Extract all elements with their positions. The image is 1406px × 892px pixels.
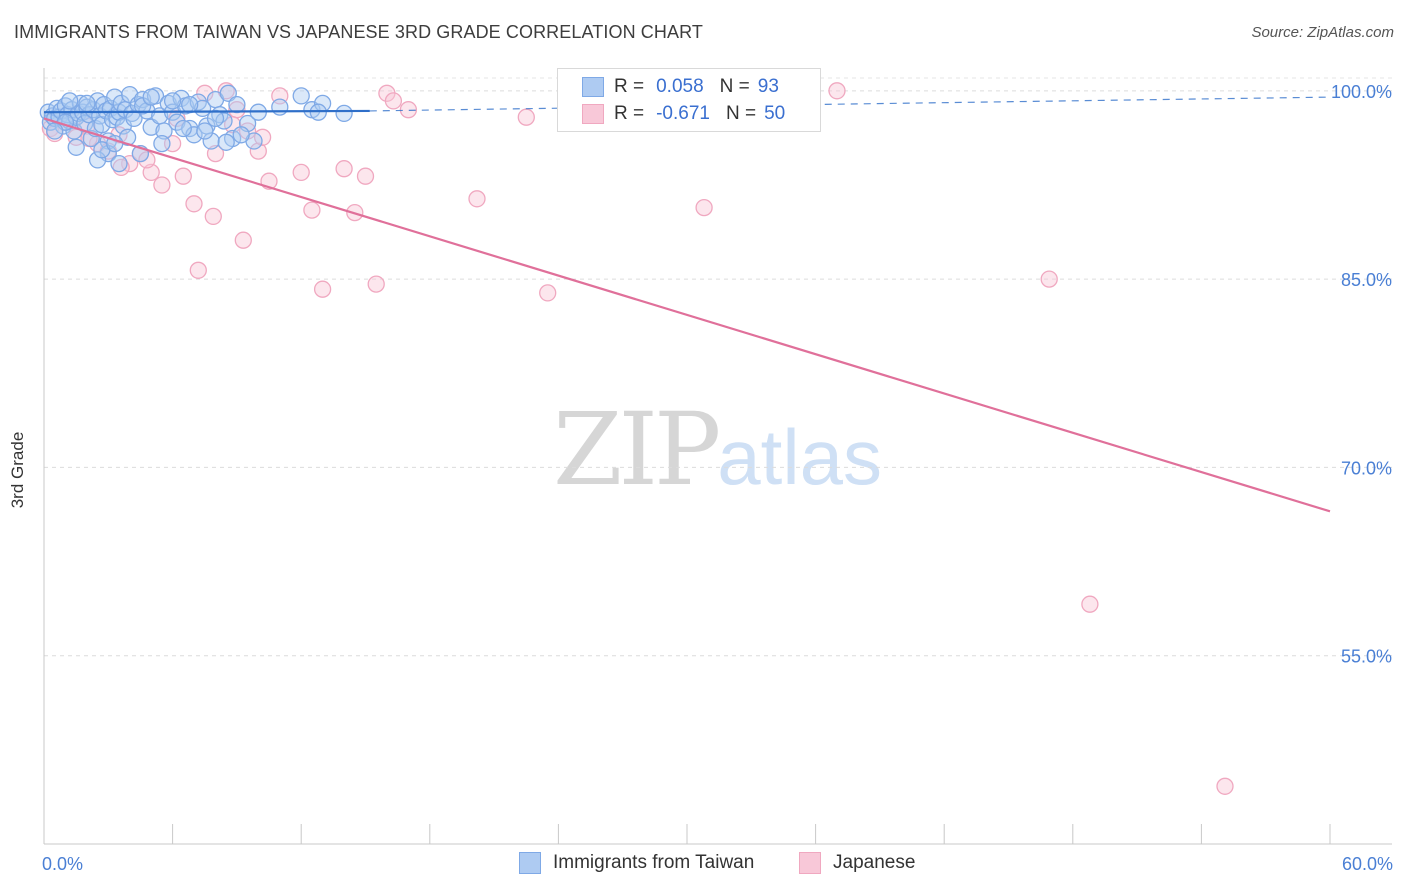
point-taiwan <box>185 126 203 144</box>
point-taiwan <box>84 101 102 119</box>
legend-label-taiwan: Immigrants from Taiwan <box>553 852 755 873</box>
point-japanese <box>174 167 192 185</box>
legend-key-japanese <box>799 852 821 874</box>
point-taiwan <box>61 92 79 110</box>
point-taiwan <box>292 87 310 105</box>
point-taiwan <box>142 88 160 106</box>
legend-r-value-japanese: -0.671 <box>656 103 710 124</box>
legend-n-value-taiwan: 93 <box>757 76 779 97</box>
y-tick-label: 100.0% <box>1331 82 1392 102</box>
point-taiwan <box>181 95 199 114</box>
point-japanese <box>539 284 557 302</box>
legend-r-value-taiwan: 0.058 <box>656 76 704 97</box>
point-taiwan <box>163 92 182 110</box>
point-taiwan <box>110 154 128 173</box>
legend-item-taiwan[interactable]: Immigrants from Taiwan <box>519 852 754 874</box>
watermark-zip: ZIP <box>553 391 721 508</box>
point-japanese <box>335 160 353 178</box>
watermark: ZIPatlas <box>553 400 882 500</box>
point-taiwan <box>196 122 214 140</box>
point-taiwan <box>217 133 235 151</box>
legend-row-japanese: R = -0.671 N = 50 <box>582 101 785 127</box>
point-japanese <box>384 92 403 110</box>
source-credit: Source: ZipAtlas.com <box>1251 24 1394 41</box>
point-japanese <box>828 82 846 100</box>
point-japanese <box>399 101 418 119</box>
legend-item-japanese[interactable]: Japanese <box>799 852 915 874</box>
point-taiwan <box>155 122 173 140</box>
point-japanese <box>189 261 207 279</box>
trendline-japanese <box>43 117 1331 513</box>
point-japanese <box>138 151 156 169</box>
point-taiwan <box>88 151 107 169</box>
legend-swatch-taiwan <box>582 77 604 97</box>
point-japanese <box>249 142 267 160</box>
series-legend: Immigrants from Taiwan Japanese <box>0 852 1406 878</box>
chart-title: IMMIGRANTS FROM TAIWAN VS JAPANESE 3RD G… <box>14 22 703 42</box>
point-taiwan <box>228 95 246 114</box>
point-taiwan <box>125 109 143 128</box>
point-japanese <box>367 275 385 293</box>
point-japanese <box>517 108 535 126</box>
point-taiwan <box>232 126 250 144</box>
legend-swatch-japanese <box>582 104 604 124</box>
x-tick-label-min: 0.0% <box>42 854 83 874</box>
y-tick-label: 85.0% <box>1341 270 1392 290</box>
point-japanese <box>468 190 486 208</box>
point-japanese <box>292 163 310 182</box>
point-japanese <box>1081 595 1099 613</box>
legend-key-taiwan <box>519 852 541 874</box>
point-japanese <box>313 280 332 298</box>
point-taiwan <box>335 104 353 123</box>
point-taiwan <box>202 132 220 150</box>
point-taiwan <box>174 119 192 138</box>
legend-r-label-taiwan: R = <box>614 76 645 97</box>
point-japanese <box>253 128 272 146</box>
y-tick-label: 70.0% <box>1341 458 1392 478</box>
point-japanese <box>356 167 375 185</box>
point-taiwan <box>271 98 289 116</box>
point-japanese <box>1040 270 1058 288</box>
point-japanese <box>303 201 321 219</box>
legend-n-label-japanese: N = <box>725 103 757 124</box>
point-japanese <box>1216 777 1234 795</box>
point-taiwan <box>153 134 171 153</box>
point-taiwan <box>93 116 111 134</box>
legend-row-taiwan: R = 0.058 N = 93 <box>582 74 779 100</box>
point-japanese <box>204 207 222 226</box>
point-taiwan <box>46 122 64 140</box>
point-japanese <box>153 176 171 194</box>
trendline-extension-taiwan <box>369 96 1331 112</box>
stats-legend: R = 0.058 N = 93 R = -0.671 N = 50 <box>557 68 821 132</box>
point-taiwan <box>78 94 96 113</box>
legend-n-label-taiwan: N = <box>719 76 750 97</box>
point-taiwan <box>67 138 85 156</box>
trendline-taiwan <box>43 109 370 114</box>
x-tick-label-max: 60.0% <box>1342 854 1393 874</box>
point-taiwan <box>206 109 225 128</box>
point-japanese <box>185 195 203 213</box>
point-japanese <box>234 231 252 249</box>
point-japanese <box>695 198 713 217</box>
y-tick-label: 55.0% <box>1341 647 1392 667</box>
legend-n-value-japanese: 50 <box>764 103 786 124</box>
legend-label-japanese: Japanese <box>833 852 916 873</box>
watermark-atlas: atlas <box>717 413 883 501</box>
legend-r-label-japanese: R = <box>614 103 645 124</box>
